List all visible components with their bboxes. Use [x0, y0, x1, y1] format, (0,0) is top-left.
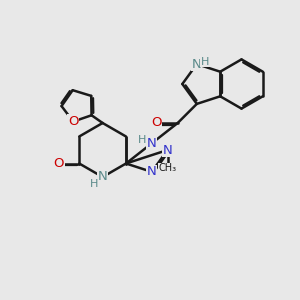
Text: O: O [68, 115, 79, 128]
Text: N: N [147, 137, 157, 150]
Text: N: N [98, 170, 107, 184]
Text: H: H [89, 178, 98, 189]
Text: N: N [147, 165, 157, 178]
Text: N: N [192, 58, 202, 70]
Text: O: O [54, 157, 64, 170]
Text: H: H [138, 135, 146, 145]
Text: H: H [201, 56, 209, 67]
Text: N: N [163, 143, 172, 157]
Text: O: O [151, 116, 161, 130]
Text: CH₃: CH₃ [158, 163, 177, 173]
